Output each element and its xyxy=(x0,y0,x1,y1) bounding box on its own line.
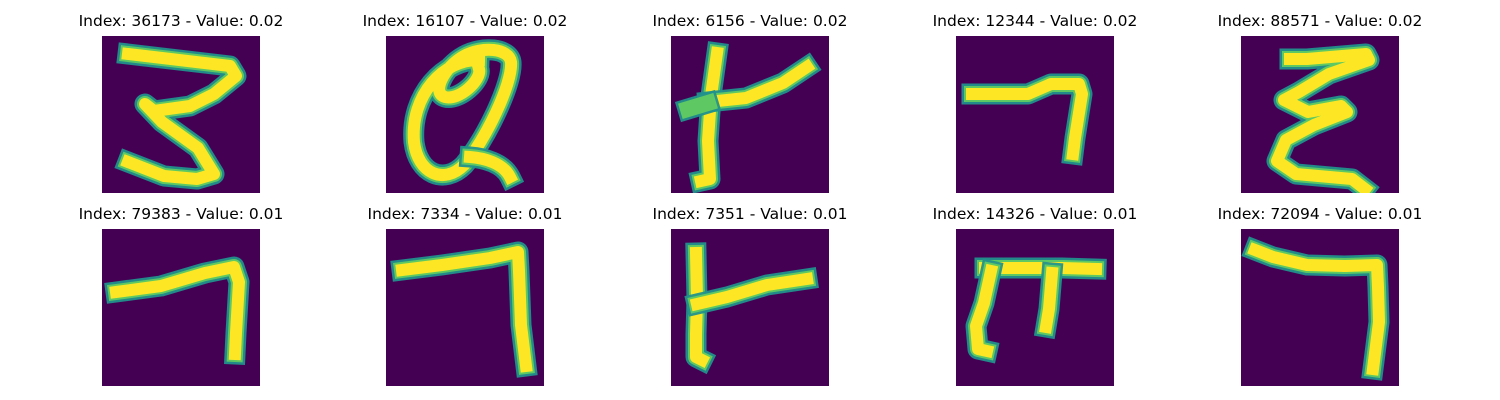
glyph-at-svg xyxy=(403,39,525,192)
glyph-7-svg xyxy=(390,241,538,378)
glyph-7-svg xyxy=(1241,236,1390,381)
panel-1: Index: 16107 - Value: 0.02 xyxy=(335,11,595,201)
glyph-k-svg xyxy=(674,41,822,193)
panel-title: Index: 88571 - Value: 0.02 xyxy=(1217,12,1423,30)
panel-4: Index: 88571 - Value: 0.02 xyxy=(1190,11,1450,201)
panel-8: Index: 14326 - Value: 0.01 xyxy=(905,204,1165,394)
panel-7: Index: 7351 - Value: 0.01 xyxy=(620,204,880,394)
panel-title: Index: 6156 - Value: 0.02 xyxy=(652,12,848,30)
glyph-image-seven-like xyxy=(1241,229,1399,386)
panel-9: Index: 72094 - Value: 0.01 xyxy=(1190,204,1450,394)
panel-title: Index: 16107 - Value: 0.02 xyxy=(362,12,568,30)
panel-5: Index: 79383 - Value: 0.01 xyxy=(51,204,311,394)
glyph-image-seven-like xyxy=(102,229,260,386)
glyph-image-at-sign-like xyxy=(386,36,544,193)
glyph-image-k-like xyxy=(671,36,829,193)
glyph-7-svg xyxy=(104,256,250,365)
glyph-image-seven-like xyxy=(956,36,1114,193)
glyph-3-svg xyxy=(114,42,247,190)
glyph-7-svg xyxy=(961,73,1093,166)
glyph-pi-svg xyxy=(965,257,1107,364)
panel-title: Index: 36173 - Value: 0.02 xyxy=(78,12,284,30)
panel-title: Index: 7334 - Value: 0.01 xyxy=(367,205,563,223)
glyph-image-epsilon-like xyxy=(1241,36,1399,193)
glyph-epsilon-svg xyxy=(1266,43,1380,193)
panel-3: Index: 12344 - Value: 0.02 xyxy=(905,11,1165,201)
glyph-image-pi-like xyxy=(956,229,1114,386)
glyph-k-svg xyxy=(684,242,819,375)
panel-title: Index: 12344 - Value: 0.02 xyxy=(932,12,1138,30)
panel-6: Index: 7334 - Value: 0.01 xyxy=(335,204,595,394)
panel-2: Index: 6156 - Value: 0.02 xyxy=(620,11,880,201)
glyph-image-k-like xyxy=(671,229,829,386)
glyph-image-seven-like xyxy=(386,229,544,386)
glyph-image-digit-3-like xyxy=(102,36,260,193)
panel-title: Index: 14326 - Value: 0.01 xyxy=(932,205,1138,223)
panel-0: Index: 36173 - Value: 0.02 xyxy=(51,11,311,201)
panel-title: Index: 79383 - Value: 0.01 xyxy=(78,205,284,223)
panel-title: Index: 7351 - Value: 0.01 xyxy=(652,205,848,223)
panel-title: Index: 72094 - Value: 0.01 xyxy=(1217,205,1423,223)
